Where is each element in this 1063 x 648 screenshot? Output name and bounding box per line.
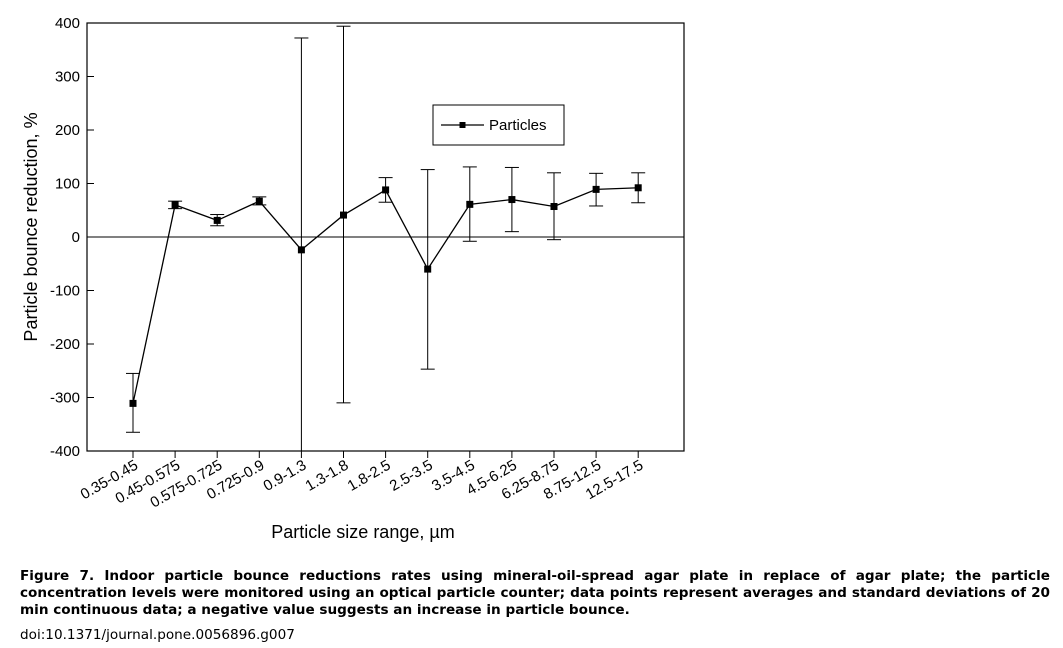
x-tick-label: 1.8-2.5 [345,457,394,495]
data-point [171,201,179,209]
legend-label: Particles [489,117,547,134]
data-point [592,185,600,193]
error-bars [126,25,646,451]
doi-text: doi:10.1371/journal.pone.0056896.g007 [20,627,295,643]
data-point [382,186,390,194]
y-tick-label: -100 [50,283,80,300]
series-markers [129,184,642,407]
data-point [255,197,263,205]
series-line-particles [132,187,639,404]
caption-text: Figure 7. Indoor particle bounce reducti… [20,568,1050,618]
y-tick-label: -400 [50,443,80,460]
x-axis-title: Particle size range, µm [271,522,454,542]
data-point [213,216,221,224]
figure-caption: Figure 7. Indoor particle bounce reducti… [20,568,1050,619]
x-tick-label: 1.3-1.8 [303,457,352,495]
y-tick-label: 0 [72,229,80,246]
data-point [466,200,474,208]
data-point [297,246,305,254]
legend: Particles [432,104,565,146]
y-tick-label: 100 [55,176,80,193]
data-point [634,184,642,192]
data-point [129,399,137,407]
y-tick-label: -200 [50,336,80,353]
y-tick-label: -300 [50,390,80,407]
chart: 400 300 200 100 0 -100 -200 -300 -400 0.35-0.450… [21,15,685,542]
data-point [424,265,432,273]
legend-marker [459,122,466,128]
y-tick-label: 200 [55,122,80,139]
x-tick-label: 2.5-3.5 [387,457,436,495]
y-tick-label: 300 [55,69,80,86]
y-tick-label: 400 [55,15,80,32]
data-point [550,203,558,211]
x-axis: 0.35-0.450.45-0.5750.575-0.7250.725-0.90… [78,451,646,512]
y-axis-title: Particle bounce reduction, % [21,112,41,341]
x-tick-label: 0.9-1.3 [260,457,309,495]
data-point [508,196,516,204]
data-point [340,211,347,219]
